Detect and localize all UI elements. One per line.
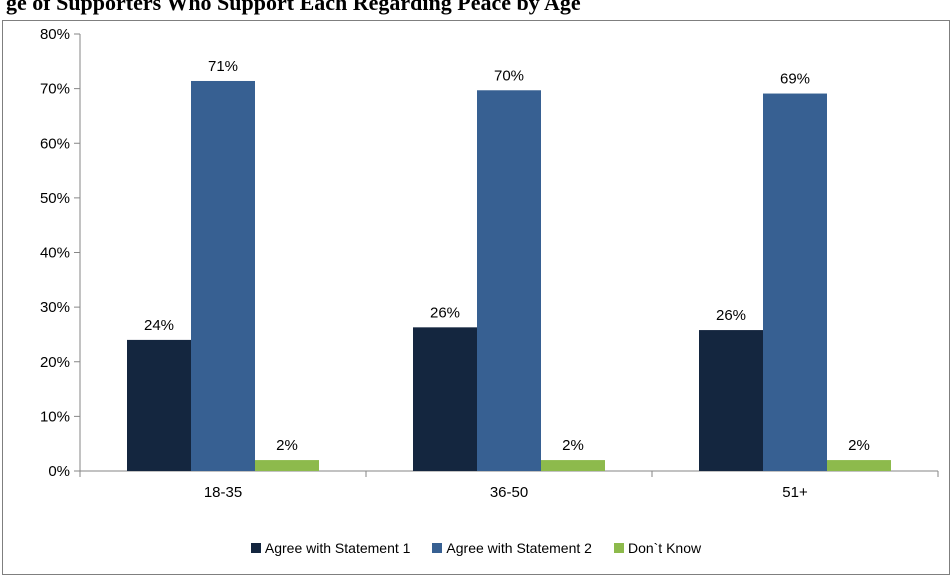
legend-swatch	[251, 543, 261, 553]
data-label: 70%	[494, 67, 524, 84]
legend-item: Agree with Statement 1	[251, 540, 411, 556]
data-label: 24%	[144, 317, 174, 334]
y-tick-label: 30%	[40, 299, 70, 316]
bar	[827, 460, 891, 471]
legend-label: Agree with Statement 2	[446, 540, 592, 556]
data-label: 26%	[430, 304, 460, 321]
x-tick-label: 18-35	[204, 484, 242, 501]
bar	[413, 327, 477, 471]
bar	[127, 340, 191, 471]
legend-label: Don`t Know	[628, 540, 701, 556]
data-label: 2%	[848, 437, 870, 454]
data-label: 26%	[716, 307, 746, 324]
y-tick-label: 40%	[40, 245, 70, 262]
y-tick-label: 50%	[40, 190, 70, 207]
legend-label: Agree with Statement 1	[265, 540, 411, 556]
data-label: 71%	[208, 58, 238, 75]
bar	[763, 94, 827, 471]
y-tick-label: 10%	[40, 408, 70, 425]
y-tick-label: 60%	[40, 135, 70, 152]
chart-legend: Agree with Statement 1 Agree with Stateme…	[0, 540, 952, 556]
data-label: 69%	[780, 71, 810, 88]
y-tick-label: 70%	[40, 81, 70, 98]
data-label: 2%	[276, 437, 298, 454]
x-tick-label: 51+	[782, 484, 808, 501]
bar	[191, 81, 255, 471]
data-label: 2%	[562, 437, 584, 454]
y-tick-label: 20%	[40, 354, 70, 371]
legend-swatch	[432, 543, 442, 553]
bar	[477, 90, 541, 471]
bar	[699, 330, 763, 471]
x-tick-label: 36-50	[490, 484, 528, 501]
bar	[541, 460, 605, 471]
y-tick-label: 80%	[40, 26, 70, 43]
legend-item: Don`t Know	[614, 540, 701, 556]
legend-swatch	[614, 543, 624, 553]
y-tick-label: 0%	[48, 463, 70, 480]
bar	[255, 460, 319, 471]
legend-item: Agree with Statement 2	[432, 540, 592, 556]
